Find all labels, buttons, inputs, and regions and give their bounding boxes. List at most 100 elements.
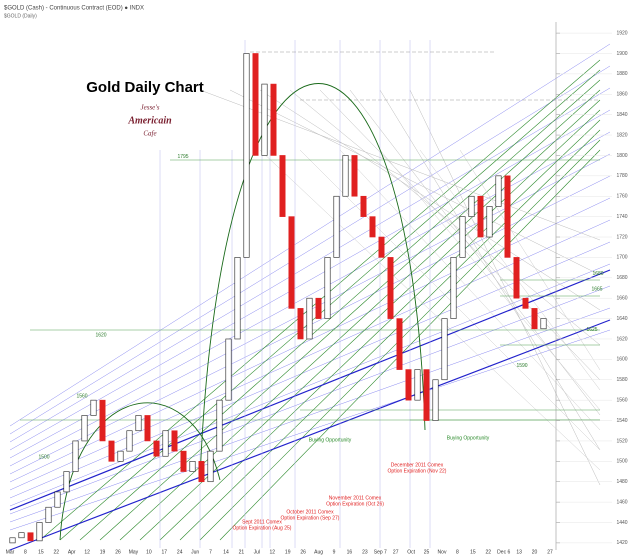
y-tick-label: 1880 [616, 71, 627, 77]
candle [243, 53, 250, 258]
candle [378, 236, 385, 258]
candle [144, 415, 151, 442]
header: $GOLD (Cash) - Continuous Contract (EOD)… [4, 6, 144, 12]
candle [306, 297, 313, 340]
expiration-label: Option Expiration (Aug 25) [233, 525, 292, 531]
candle [495, 175, 502, 207]
y-tick-label: 1500 [616, 459, 627, 465]
candle [252, 53, 259, 156]
x-tick-label: Oct [407, 549, 415, 555]
candle [405, 369, 412, 401]
trend-line [9, 285, 611, 515]
x-tick-label: 26 [115, 549, 121, 555]
level-label: 1560 [76, 393, 87, 399]
y-tick-label: 1520 [616, 438, 627, 444]
candle [468, 195, 475, 217]
trend-line [9, 109, 611, 451]
candle [441, 318, 448, 381]
candle [9, 537, 16, 544]
candle [477, 195, 484, 238]
y-tick-label: 1440 [616, 520, 627, 526]
candle [36, 522, 43, 542]
y-tick-label: 1420 [616, 540, 627, 546]
candle [198, 461, 205, 483]
candle [180, 450, 187, 472]
x-tick-label: 15 [470, 549, 476, 555]
arc [199, 83, 426, 481]
y-tick-label: 1720 [616, 234, 627, 240]
candle [126, 430, 133, 452]
candle [207, 450, 214, 483]
x-tick-label: 27 [393, 549, 399, 555]
x-tick-label: 12 [84, 549, 90, 555]
y-tick-label: 1840 [616, 112, 627, 118]
candle [153, 440, 160, 457]
candle [414, 369, 421, 401]
x-tick-label: 23 [362, 549, 368, 555]
candle [117, 450, 124, 462]
y-tick-label: 1600 [616, 357, 627, 363]
y-tick-label: 1560 [616, 397, 627, 403]
candle [225, 338, 232, 401]
level-label: 1590 [516, 363, 527, 369]
candle [216, 399, 223, 452]
expiration-label: December 2011 Comex [391, 462, 444, 468]
x-tick-label: 27 [547, 549, 553, 555]
x-tick-label: 10 [146, 549, 152, 555]
x-tick-label: 19 [285, 549, 291, 555]
level-label: 1665 [591, 286, 602, 292]
trend-line [379, 149, 601, 411]
candle [360, 195, 367, 217]
candle [540, 318, 547, 330]
y-tick-label: 1640 [616, 316, 627, 322]
trend-line [9, 263, 611, 507]
x-tick-label: Apr [68, 549, 76, 555]
x-tick-label: 22 [486, 549, 492, 555]
expiration-label: October 2011 Comex [286, 509, 334, 515]
y-tick-label: 1700 [616, 255, 627, 261]
x-tick-label: Aug [314, 549, 323, 555]
x-tick-label: 13 [516, 549, 522, 555]
logo-text: Americain [127, 115, 172, 126]
trend-line [409, 89, 601, 486]
candle [279, 155, 286, 217]
expiration-label: Sept 2011 Comex [242, 519, 282, 525]
level-label: 1500 [38, 455, 49, 461]
expiration-label: November 2011 Comex [329, 495, 382, 501]
x-tick-label: 20 [532, 549, 538, 555]
candle [351, 155, 358, 197]
trend-line [289, 89, 601, 346]
trend-line [419, 149, 601, 391]
y-tick-label: 1680 [616, 275, 627, 281]
candle [63, 471, 70, 493]
annotation: Buying Opportunity [309, 437, 352, 443]
y-tick-label: 1860 [616, 92, 627, 98]
x-tick-label: Jun [191, 549, 199, 555]
annotation: Buying Opportunity [447, 435, 490, 441]
x-tick-label: 22 [54, 549, 60, 555]
arc [59, 402, 221, 541]
trend-line [229, 89, 601, 276]
candle [234, 257, 241, 340]
x-tick-label: 16 [347, 549, 353, 555]
y-tick-label: 1820 [616, 132, 627, 138]
candle [18, 532, 25, 539]
trend-line [9, 307, 611, 523]
x-tick-label: 15 [38, 549, 44, 555]
y-tick-label: 1540 [616, 418, 627, 424]
candle [396, 318, 403, 370]
expiration-label: Option Expiration (Sep 27) [281, 515, 340, 521]
trend-line [9, 319, 611, 551]
candle [171, 430, 178, 452]
candle [270, 83, 277, 156]
candle [288, 216, 295, 309]
trend-line [9, 269, 611, 511]
trend-line [9, 65, 611, 435]
x-tick-label: 21 [239, 549, 245, 555]
chart-title: Gold Daily Chart [86, 79, 204, 96]
trend-line [9, 87, 611, 443]
level-label: 1625 [586, 327, 597, 333]
candle [432, 379, 439, 421]
candle [90, 399, 97, 416]
